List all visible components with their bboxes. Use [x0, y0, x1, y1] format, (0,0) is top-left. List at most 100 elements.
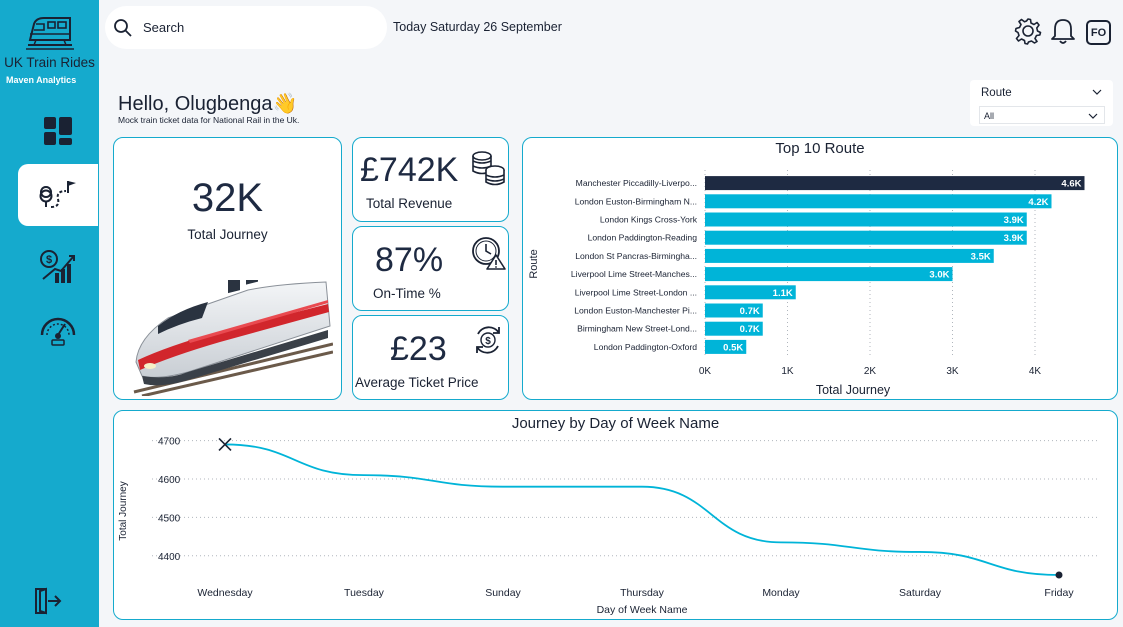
avg-ticket-value: £23 — [390, 330, 447, 368]
search-box[interactable] — [105, 6, 387, 49]
avg-ticket-card: £23 Average Ticket Price $ — [352, 315, 509, 400]
sidebar: UK Train Rides Maven Analytics — [0, 0, 99, 627]
user-avatar[interactable]: FO — [1086, 20, 1111, 45]
y-axis-title: Total Journey — [118, 481, 129, 540]
bar-value-label: 3.5K — [971, 251, 991, 262]
greeting-title: Hello, Olugbenga👋 — [118, 91, 297, 116]
route-label: London Paddington-Reading — [588, 233, 698, 243]
nav-route[interactable] — [18, 164, 98, 226]
bar-value-label: 0.7K — [740, 324, 760, 335]
x-tick-label: 2K — [864, 366, 877, 377]
route-bar — [705, 339, 747, 354]
nav-revenue[interactable]: $ — [18, 236, 98, 298]
y-tick-label: 4400 — [158, 552, 181, 563]
x-tick-label: 4K — [1029, 366, 1042, 377]
revenue-growth-icon: $ — [40, 250, 75, 283]
route-bar — [705, 212, 1027, 227]
bar-value-label: 3.9K — [1004, 215, 1024, 226]
clock-warning-icon — [472, 237, 506, 270]
bar-value-label: 3.9K — [1004, 233, 1024, 244]
bar-value-label: 1.1K — [773, 288, 793, 299]
y-axis-title: Route — [528, 249, 540, 278]
gear-icon[interactable] — [1014, 17, 1042, 45]
logout-icon[interactable] — [32, 586, 62, 616]
route-label: Manchester Piccadilly-Liverpo... — [576, 178, 697, 188]
route-bar — [705, 194, 1052, 209]
max-point-marker — [218, 437, 232, 452]
dashboard-grid-icon — [44, 117, 72, 145]
x-tick-label: 3K — [946, 366, 959, 377]
high-speed-train-illustration — [133, 280, 333, 396]
route-bar — [705, 303, 763, 318]
current-date: Today Saturday 26 September — [393, 20, 562, 34]
x-tick-label: 0K — [699, 366, 712, 377]
nav-dashboard[interactable] — [18, 100, 98, 162]
route-bar — [705, 176, 1085, 191]
bar-value-label: 0.7K — [740, 306, 760, 317]
chevron-down-icon[interactable] — [1092, 88, 1102, 96]
y-tick-label: 4500 — [158, 513, 181, 524]
x-tick-label: Thursday — [620, 587, 665, 599]
greeting-name: Hello, Olugbenga — [118, 93, 273, 115]
route-bar — [705, 285, 796, 300]
route-label: London St Pancras-Birmingha... — [575, 251, 697, 261]
x-tick-label: Friday — [1044, 587, 1074, 599]
bell-icon[interactable] — [1050, 17, 1076, 45]
route-bar — [705, 321, 763, 336]
route-filter: Route All — [970, 80, 1113, 126]
svg-text:$: $ — [485, 336, 491, 347]
x-axis-title: Day of Week Name — [597, 604, 688, 616]
top-routes-bar-chart: 0K 1K 2K 3K 4K Manchester Piccadilly-Liverpo.… — [528, 170, 1085, 397]
route-path-icon — [39, 181, 76, 208]
route-filter-value: All — [984, 111, 995, 121]
journey-by-day-card: Journey by Day of Week Name 4400 4500 4600… — [113, 410, 1118, 620]
route-label: London Paddington-Oxford — [594, 342, 697, 352]
search-input[interactable] — [143, 20, 343, 35]
x-tick-label: Saturday — [899, 587, 942, 599]
total-journey-label: Total Journey — [187, 227, 268, 242]
greeting-subtitle: Mock train ticket data for National Rail… — [118, 115, 300, 125]
top-routes-title: Top 10 Route — [775, 140, 865, 157]
x-axis-title: Total Journey — [816, 383, 891, 397]
nav-performance[interactable] — [18, 298, 98, 360]
total-revenue-label: Total Revenue — [366, 196, 453, 211]
route-label: Liverpool Lime Street-Manches... — [571, 269, 697, 279]
bar-value-label: 3.0K — [929, 270, 949, 281]
x-tick-label: Monday — [762, 587, 800, 599]
search-icon — [114, 18, 132, 37]
x-tick-label: Tuesday — [344, 587, 385, 599]
train-logo-icon — [26, 17, 74, 50]
on-time-card: 87% On-Time % — [352, 226, 509, 311]
dollar-refresh-icon: $ — [476, 326, 500, 354]
route-label: London Euston-Manchester Pi... — [574, 306, 697, 316]
total-revenue-card: £742K Total Revenue — [352, 137, 509, 222]
route-filter-select[interactable]: All — [979, 106, 1105, 124]
total-revenue-value: £742K — [360, 151, 459, 189]
route-bar — [705, 230, 1027, 245]
wave-emoji: 👋 — [272, 93, 298, 115]
x-tick-label: Sunday — [485, 587, 521, 599]
chevron-down-icon[interactable] — [1088, 112, 1098, 120]
svg-text:$: $ — [46, 254, 52, 266]
coins-icon — [472, 151, 505, 186]
route-bar — [705, 267, 953, 282]
route-filter-title: Route — [981, 87, 1012, 99]
brand-title: UK Train Rides — [4, 55, 95, 70]
bar-value-label: 4.2K — [1028, 197, 1048, 208]
route-bar — [705, 248, 994, 263]
route-label: Birmingham New Street-Lond... — [577, 324, 697, 334]
x-tick-label: Wednesday — [197, 587, 253, 599]
y-tick-label: 4700 — [158, 437, 181, 448]
journey-by-day-title: Journey by Day of Week Name — [511, 415, 720, 432]
x-tick-label: 1K — [781, 366, 794, 377]
gauge-performance-icon — [40, 317, 76, 346]
avg-ticket-label: Average Ticket Price — [355, 375, 479, 390]
top-routes-card: Top 10 Route 0K 1K 2K 3K 4K Manchester Piccad… — [522, 137, 1118, 400]
y-tick-label: 4600 — [158, 475, 181, 486]
journey-series-line — [224, 443, 1060, 576]
total-journey-card: 32K Total Journey — [113, 137, 342, 400]
bar-value-label: 4.6K — [1061, 179, 1081, 190]
route-label: London Kings Cross-York — [600, 215, 698, 225]
route-label: London Euston-Birmingham N... — [575, 196, 697, 206]
